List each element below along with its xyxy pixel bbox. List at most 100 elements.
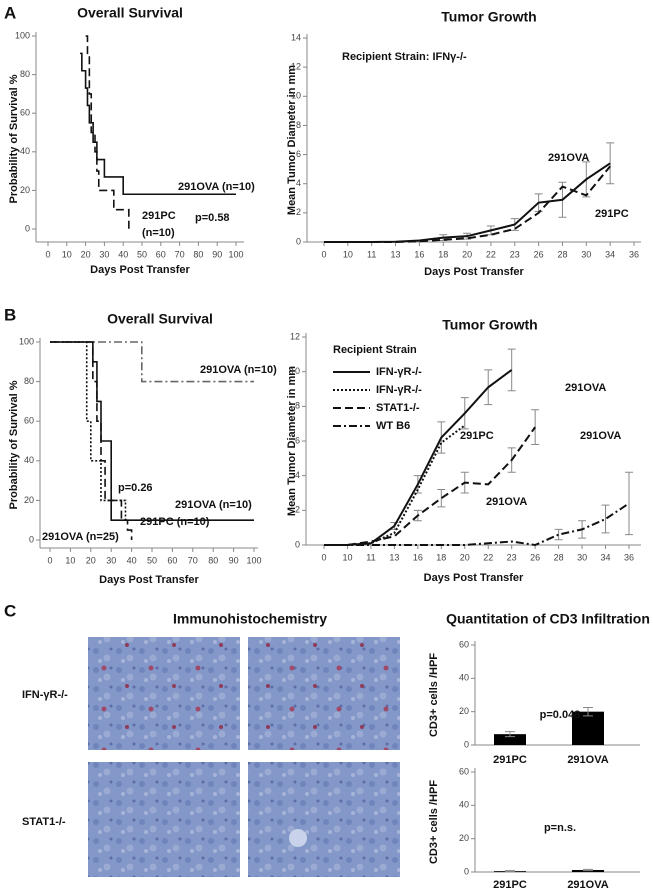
x-tick-label: 28 [554, 552, 564, 562]
x-tick-label: 36 [629, 249, 639, 259]
x-tick-label: 13 [389, 552, 399, 562]
y-tick-label: 6 [295, 435, 300, 445]
growth-line [324, 426, 536, 546]
y-tick-label: 80 [20, 69, 30, 79]
x-tick-label: 291OVA [567, 754, 608, 766]
legend-label: IFN-γR-/- [376, 366, 422, 378]
growth-line [324, 165, 611, 243]
error-bar [583, 868, 593, 872]
y-tick-label: 12 [290, 331, 300, 341]
survival-curve [50, 341, 127, 521]
x-tick-label: 11 [367, 249, 376, 259]
y-tick-label: 20 [20, 185, 30, 195]
y-axis-label: Probability of Survival % [8, 380, 20, 509]
x-tick-label: 22 [486, 249, 496, 259]
x-tick-label: 10 [343, 249, 353, 259]
y-tick-label: 0 [296, 236, 301, 246]
y-tick-label: 4 [295, 470, 300, 480]
bar [572, 711, 604, 745]
survival-curve [50, 341, 254, 383]
y-tick-label: 40 [459, 800, 469, 810]
y-tick-label: 14 [291, 32, 301, 42]
annotation: 291PC [460, 430, 494, 442]
x-tick-label: 0 [45, 249, 50, 259]
growth-line [324, 502, 630, 547]
x-tick-label: 50 [147, 555, 157, 565]
annotation: 291OVA (n=10) [178, 181, 255, 193]
x-tick-label: 70 [188, 555, 198, 565]
annotation: 291OVA (n=10) [175, 499, 252, 511]
x-axis-label: Days Post Transfer [424, 572, 524, 584]
x-tick-label: 0 [321, 249, 326, 259]
y-tick-label: 40 [459, 673, 469, 683]
y-tick-label: 6 [296, 149, 301, 159]
x-tick-label: 10 [62, 249, 72, 259]
x-tick-label: 90 [212, 249, 222, 259]
x-tick-label: 30 [99, 249, 109, 259]
y-tick-label: 100 [19, 336, 34, 346]
legend-label: IFN-γR-/- [376, 384, 422, 396]
images-title: Immunohistochemistry [173, 611, 327, 627]
x-tick-label: 23 [507, 552, 517, 562]
y-tick-label: 4 [296, 178, 301, 188]
x-axis-label: Days Post Transfer [424, 266, 524, 278]
y-tick-label: 0 [464, 866, 469, 876]
y-tick-label: 60 [24, 416, 34, 426]
y-tick-label: 10 [291, 91, 301, 101]
micrographs [88, 637, 400, 877]
bar [494, 734, 526, 745]
y-tick-label: 40 [24, 455, 34, 465]
x-tick-label: 40 [118, 249, 128, 259]
micrograph [88, 762, 240, 877]
x-axis-label: Days Post Transfer [90, 264, 190, 276]
x-tick-label: 80 [193, 249, 203, 259]
error-bar [554, 528, 563, 541]
x-tick-label: 26 [530, 552, 540, 562]
micrograph-feature [289, 829, 307, 847]
legend-title: Recipient Strain [333, 344, 417, 356]
y-tick-label: 0 [295, 539, 300, 549]
panel-label: B [4, 305, 16, 324]
y-axis-label: Probability of Survival % [8, 74, 20, 203]
x-tick-label: 18 [436, 552, 446, 562]
y-tick-label: 0 [29, 534, 34, 544]
chart-title: Tumor Growth [441, 9, 536, 25]
y-tick-label: 8 [295, 401, 300, 411]
error-bar [437, 489, 446, 508]
x-tick-label: 30 [581, 249, 591, 259]
annotation: Recipient Strain: IFNγ-/- [342, 51, 467, 63]
x-tick-label: 0 [47, 555, 52, 565]
y-tick-label: 12 [291, 62, 301, 72]
annotation: 291OVA [565, 382, 606, 394]
chart-title: Tumor Growth [442, 317, 537, 333]
x-tick-label: 70 [175, 249, 185, 259]
x-tick-label: 10 [342, 552, 352, 562]
y-tick-label: 8 [296, 120, 301, 130]
y-tick-label: 20 [24, 495, 34, 505]
y-tick-label: 20 [459, 833, 469, 843]
annotation: p=0.26 [118, 482, 153, 494]
y-tick-label: 40 [20, 146, 30, 156]
y-tick-label: 0 [464, 739, 469, 749]
y-tick-label: 60 [459, 639, 469, 649]
annotation: 291OVA (n=25) [42, 531, 119, 543]
panel-label: A [4, 3, 16, 22]
y-tick-label: 2 [296, 207, 301, 217]
annotation: 291PC (n=10) [140, 516, 210, 528]
x-tick-label: 18 [438, 249, 448, 259]
x-tick-label: 40 [127, 555, 137, 565]
row-label: IFN-γR-/- [22, 689, 68, 701]
annotation: 291PC [142, 210, 176, 222]
error-bar [606, 142, 615, 185]
y-tick-label: 10 [290, 366, 300, 376]
growth-line [324, 162, 611, 243]
error-bar [505, 870, 515, 873]
annotation: p=0.58 [195, 212, 230, 224]
x-tick-label: 30 [577, 552, 587, 562]
x-tick-label: 28 [557, 249, 567, 259]
y-tick-label: 80 [24, 376, 34, 386]
x-tick-label: 60 [156, 249, 166, 259]
x-tick-label: 34 [601, 552, 611, 562]
x-tick-label: 20 [460, 552, 470, 562]
